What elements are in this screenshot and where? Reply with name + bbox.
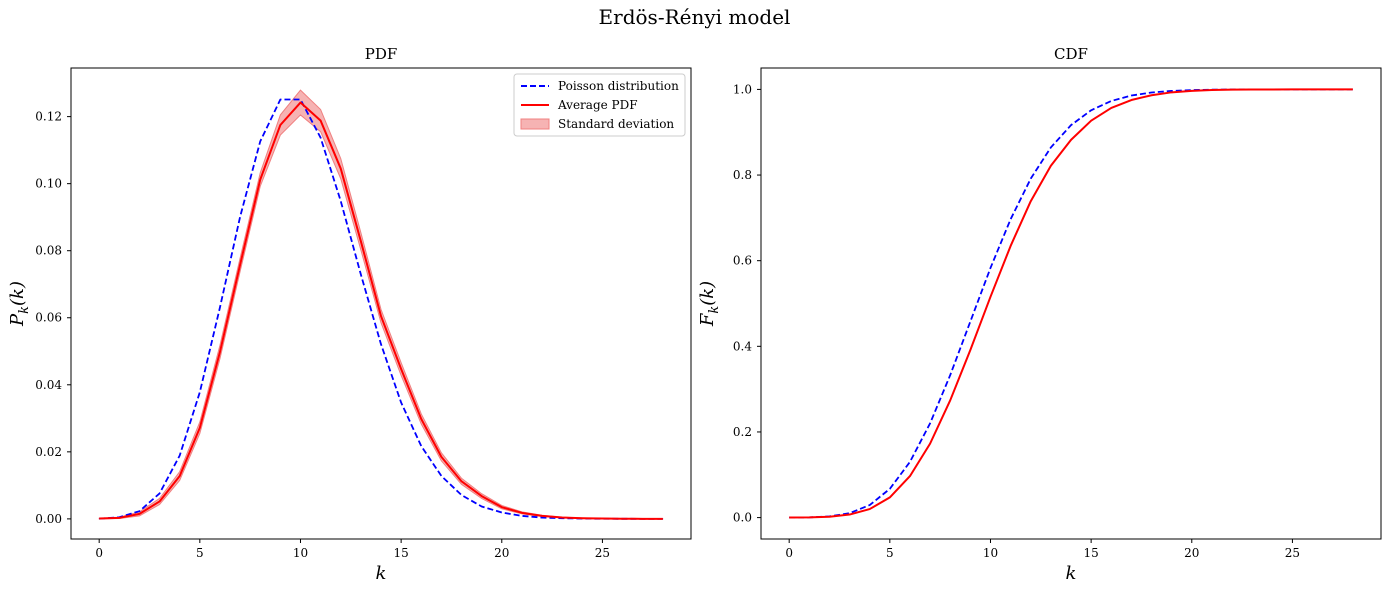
- cdf-y-tick-label: 1.0: [733, 82, 752, 96]
- pdf-y-tick-label: 0.08: [35, 244, 62, 258]
- cdf-x-tick-label: 25: [1285, 546, 1300, 560]
- cdf-axes-frame: [760, 67, 1382, 540]
- cdf-y-axis-label: Fk(k): [697, 281, 722, 327]
- pdf-x-tick-label: 10: [293, 546, 308, 560]
- cdf-x-tick-label: 0: [785, 546, 793, 560]
- cdf-title: CDF: [1054, 45, 1088, 63]
- pdf-y-tick-label: 0.12: [35, 110, 62, 124]
- cdf-x-axis-label: k: [1066, 563, 1077, 584]
- pdf-y-axis-label: Pk(k): [7, 281, 32, 327]
- pdf-y-tick-label: 0.06: [35, 311, 62, 325]
- pdf-x-tick-label: 5: [196, 546, 204, 560]
- cdf-y-tick-label: 0.4: [733, 339, 752, 353]
- pdf-legend: Poisson distribution Average PDF Standard …: [513, 73, 686, 137]
- cdf-x-tick-label: 15: [1083, 546, 1098, 560]
- cdf-x-tick-label: 5: [886, 546, 894, 560]
- cdf-panel: 0 5 10 15 20 25 0.0 0.2 0.4 0.6 0.8 1.0 CDF k Fk(k): [697, 45, 1382, 584]
- pdf-plot-area: [98, 89, 664, 520]
- pdf-x-tick-label: 15: [393, 546, 408, 560]
- pdf-y-tick-label: 0.10: [35, 177, 62, 191]
- pdf-panel: 0 5 10 15 20 25 0.00 0.02 0.04 0.06 0.08 0.10 0.12 PD…: [7, 45, 692, 584]
- pdf-legend-label: Poisson distribution: [558, 79, 679, 93]
- pdf-x-tick-label: 20: [494, 546, 509, 560]
- pdf-x-axis-label: k: [376, 563, 387, 584]
- cdf-series-poisson-distribution: [789, 88, 1353, 519]
- cdf-series-average-pdf: [789, 88, 1353, 519]
- pdf-y-tick-label: 0.04: [35, 378, 62, 392]
- pdf-x-tick-label: 25: [595, 546, 610, 560]
- cdf-y-tick-label: 0.2: [733, 425, 752, 439]
- pdf-title: PDF: [365, 45, 398, 63]
- figure-title: Erdös-Rényi model: [598, 5, 791, 29]
- pdf-legend-label: Average PDF: [557, 98, 638, 112]
- cdf-y-tick-label: 0.6: [733, 254, 752, 268]
- pdf-x-tick-label: 0: [95, 546, 103, 560]
- pdf-series-standard-deviation: [98, 89, 664, 520]
- cdf-y-tick-label: 0.0: [733, 511, 752, 525]
- pdf-legend-swatch: [520, 118, 550, 130]
- cdf-y-tick-label: 0.8: [733, 168, 752, 182]
- pdf-series-average-pdf: [99, 101, 663, 520]
- pdf-y-tick-label: 0.02: [35, 445, 62, 459]
- cdf-plot-area: [789, 88, 1353, 519]
- pdf-legend-box: [513, 73, 686, 137]
- cdf-x-tick-label: 10: [983, 546, 998, 560]
- cdf-x-tick-label: 20: [1184, 546, 1199, 560]
- pdf-axes-frame: [70, 67, 692, 540]
- pdf-y-tick-label: 0.00: [35, 512, 62, 526]
- pdf-legend-label: Standard deviation: [558, 117, 674, 131]
